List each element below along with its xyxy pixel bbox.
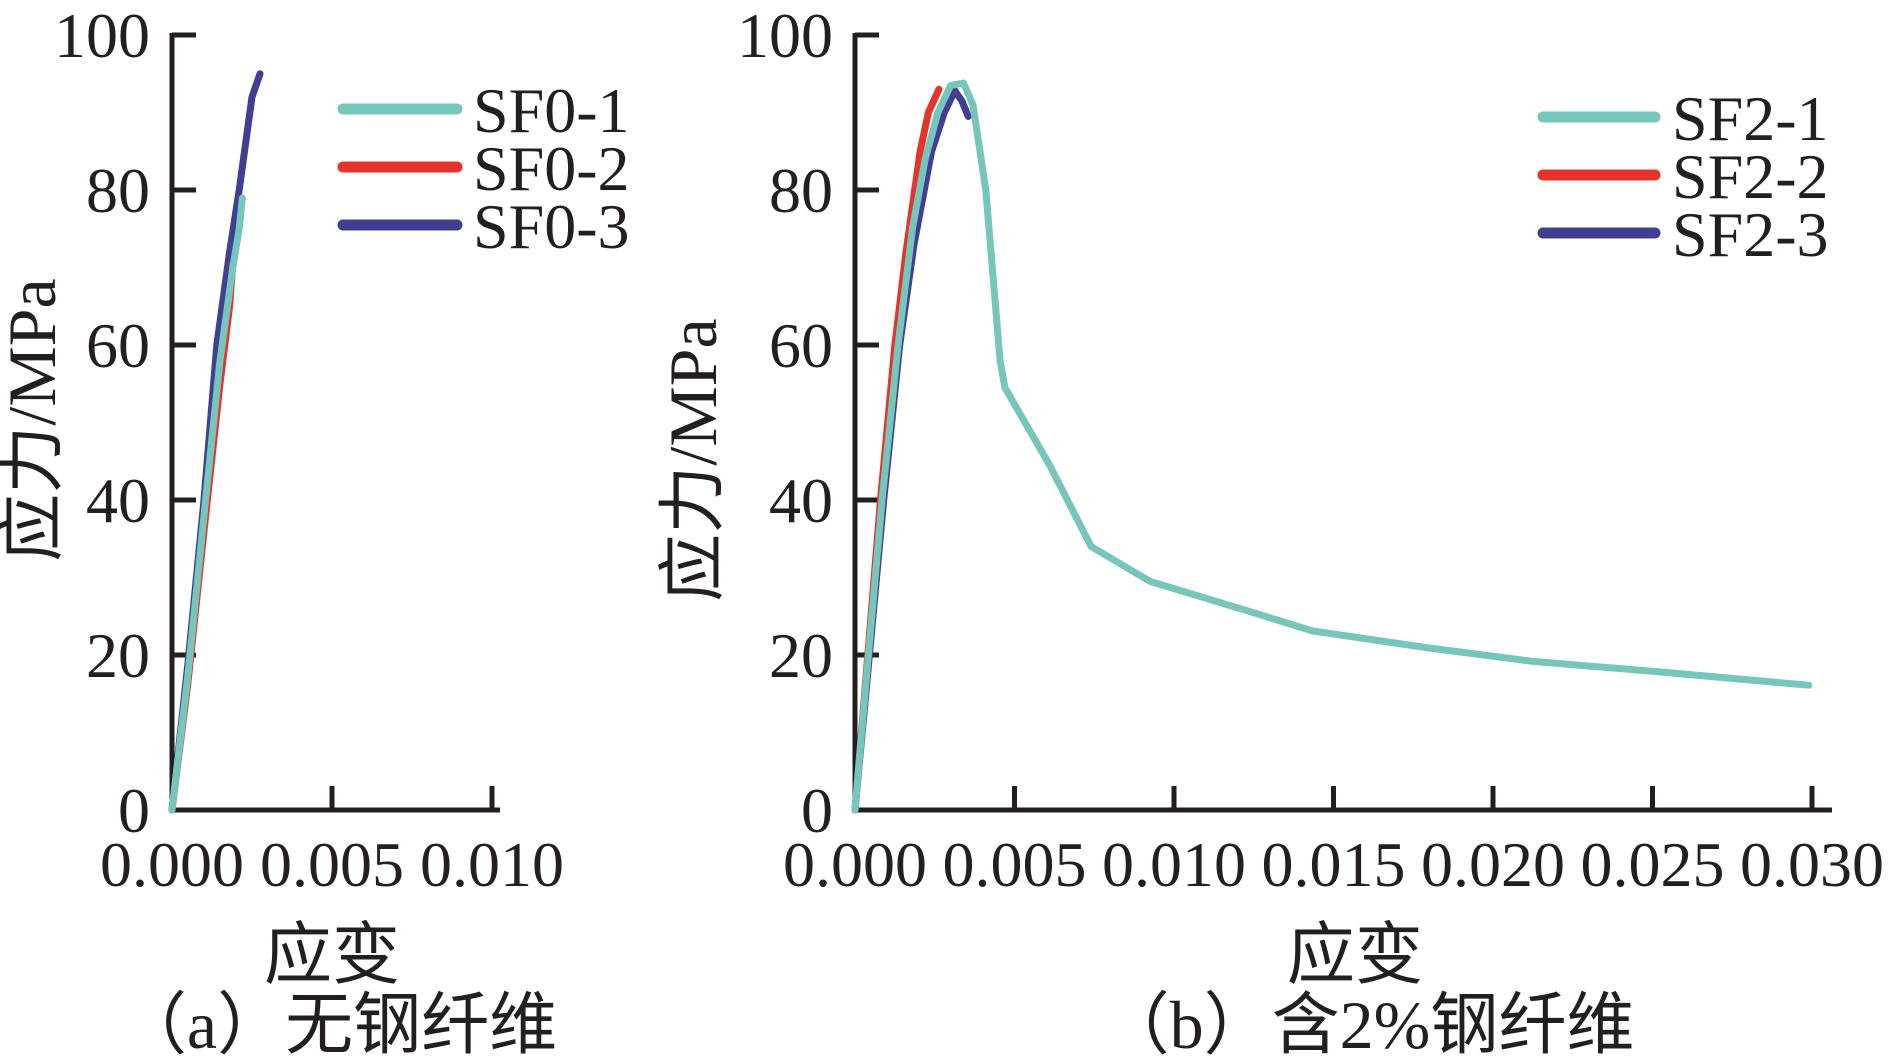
y-tick-label: 0 bbox=[118, 775, 150, 846]
x-tick-label: 0.030 bbox=[1740, 829, 1884, 900]
x-tick-label: 0.020 bbox=[1421, 829, 1565, 900]
y-axis-title: 应力/MPa bbox=[0, 278, 70, 561]
y-tick-label: 40 bbox=[86, 465, 150, 536]
x-tick-label: 0.000 bbox=[783, 829, 927, 900]
y-tick-label: 100 bbox=[54, 0, 150, 71]
x-tick-label: 0.010 bbox=[1102, 829, 1246, 900]
legend-label-SF2-1: SF2-1 bbox=[1672, 83, 1829, 154]
x-tick-label: 0.000 bbox=[100, 829, 244, 900]
chart-caption: （b）含2%钢纤维 bbox=[1102, 987, 1635, 1062]
legend-label-SF0-2: SF0-2 bbox=[473, 133, 630, 204]
y-tick-label: 20 bbox=[769, 620, 833, 691]
series-SF0-1 bbox=[168, 194, 246, 814]
legend-label-SF0-1: SF0-1 bbox=[473, 75, 630, 146]
x-tick-label: 0.010 bbox=[420, 829, 564, 900]
y-tick-label: 60 bbox=[769, 310, 833, 381]
legend-label-SF0-3: SF0-3 bbox=[473, 191, 630, 262]
x-axis-title: 应变 bbox=[1287, 917, 1423, 993]
y-tick-label: 0 bbox=[801, 775, 833, 846]
y-tick-label: 20 bbox=[86, 620, 150, 691]
legend-label-SF2-3: SF2-3 bbox=[1672, 199, 1829, 270]
x-tick-label: 0.005 bbox=[260, 829, 404, 900]
x-tick-label: 0.025 bbox=[1581, 829, 1725, 900]
x-tick-label: 0.005 bbox=[943, 829, 1087, 900]
y-tick-label: 60 bbox=[86, 310, 150, 381]
x-axis-title: 应变 bbox=[264, 917, 400, 993]
legend-label-SF2-2: SF2-2 bbox=[1672, 141, 1829, 212]
x-tick-label: 0.015 bbox=[1262, 829, 1406, 900]
y-tick-label: 100 bbox=[737, 0, 833, 71]
y-tick-label: 80 bbox=[769, 155, 833, 226]
series-SF2-1 bbox=[851, 79, 1813, 814]
chart-caption: （a）无钢纤维 bbox=[119, 987, 557, 1062]
y-tick-label: 40 bbox=[769, 465, 833, 536]
y-axis-title: 应力/MPa bbox=[655, 318, 731, 601]
y-tick-label: 80 bbox=[86, 155, 150, 226]
